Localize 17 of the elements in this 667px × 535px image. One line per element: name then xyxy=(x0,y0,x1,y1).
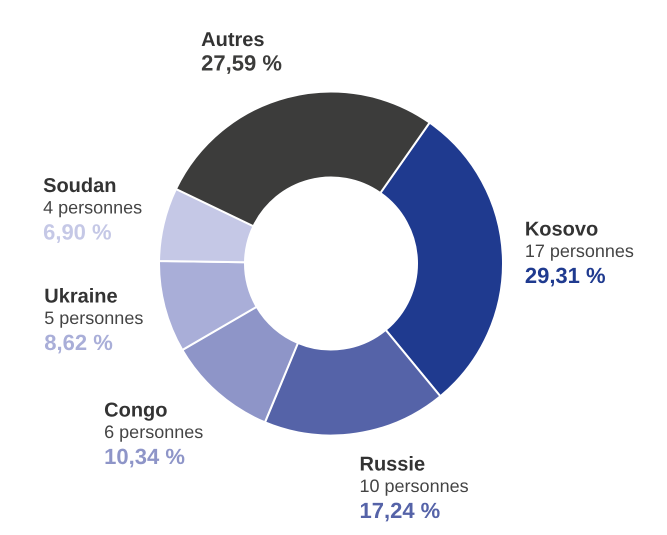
data-label: 8,62 % xyxy=(44,330,113,355)
data-label: 29,31 % xyxy=(524,263,606,288)
data-label: 27,59 % xyxy=(201,50,282,76)
text: 4 personnes xyxy=(43,198,142,218)
data-label: 17,24 % xyxy=(360,498,440,524)
text: 5 personnes xyxy=(44,308,144,328)
slice-label: Autres xyxy=(201,29,265,52)
slice-label: Ukraine xyxy=(44,285,118,308)
text: 17 personnes xyxy=(524,241,634,262)
slice-label: Russie xyxy=(360,454,426,476)
slice-label: Soudan xyxy=(43,175,116,198)
data-label: 10,34 % xyxy=(104,444,185,470)
slice-label: Congo xyxy=(104,399,168,422)
text: 6 personnes xyxy=(104,422,204,442)
data-label: 6,90 % xyxy=(43,220,112,245)
slice-label: Kosovo xyxy=(524,218,598,241)
text: 10 personnes xyxy=(360,476,469,496)
